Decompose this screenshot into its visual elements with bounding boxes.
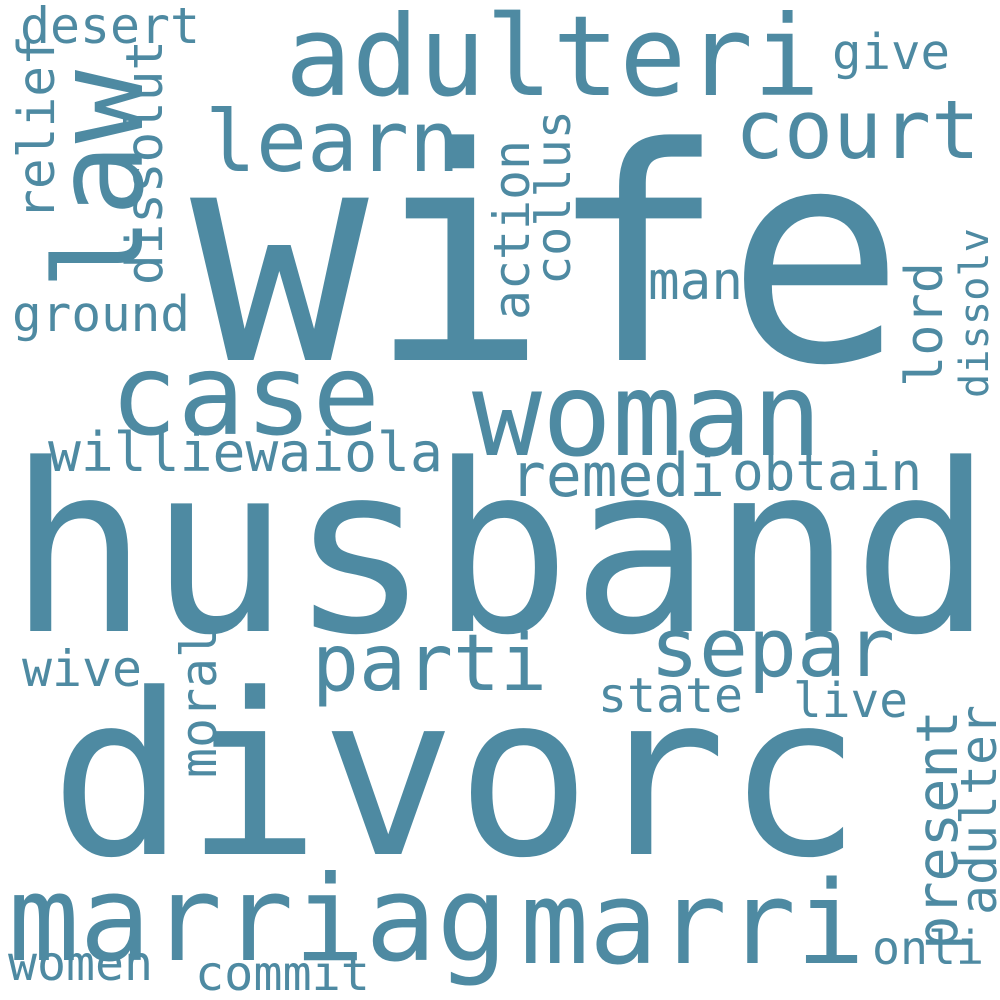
word-collus: collus	[526, 110, 582, 285]
word-state: state	[598, 668, 743, 724]
word-case: case	[110, 331, 380, 461]
word-woman: woman	[472, 348, 822, 483]
word-women: women	[8, 936, 153, 992]
word-court: court	[735, 83, 980, 178]
word-live: live	[793, 674, 908, 729]
word-remedi: remedi	[510, 442, 725, 511]
word-marriag: marriag	[8, 850, 508, 988]
word-adulter: adulter	[950, 705, 1000, 915]
word-marri: marri	[520, 858, 866, 991]
word-williewaiola: williewaiola	[48, 420, 443, 484]
word-adulteri: adulteri	[285, 0, 820, 122]
word-obtain: obtain	[732, 442, 922, 503]
word-desert: desert	[20, 0, 200, 55]
word-moral: moral	[170, 628, 228, 778]
word-give: give	[832, 24, 951, 81]
word-dissolut: dissolut	[115, 40, 174, 285]
word-separ: separ	[650, 601, 895, 696]
word-parti: parti	[312, 619, 547, 709]
word-lord: lord	[895, 262, 955, 387]
word-onli: onli	[872, 921, 984, 975]
word-wife: wife	[190, 85, 905, 431]
word-relief: relief	[7, 35, 67, 220]
word-commit: commit	[195, 946, 370, 1000]
word-ground: ground	[12, 285, 190, 343]
word-man: man	[648, 251, 743, 312]
word-divorc: divorc	[50, 646, 862, 908]
word-dissolv: dissolv	[951, 228, 998, 398]
word-husband: husband	[8, 415, 993, 687]
word-wive: wive	[22, 640, 142, 698]
word-learn: learn	[205, 92, 460, 191]
